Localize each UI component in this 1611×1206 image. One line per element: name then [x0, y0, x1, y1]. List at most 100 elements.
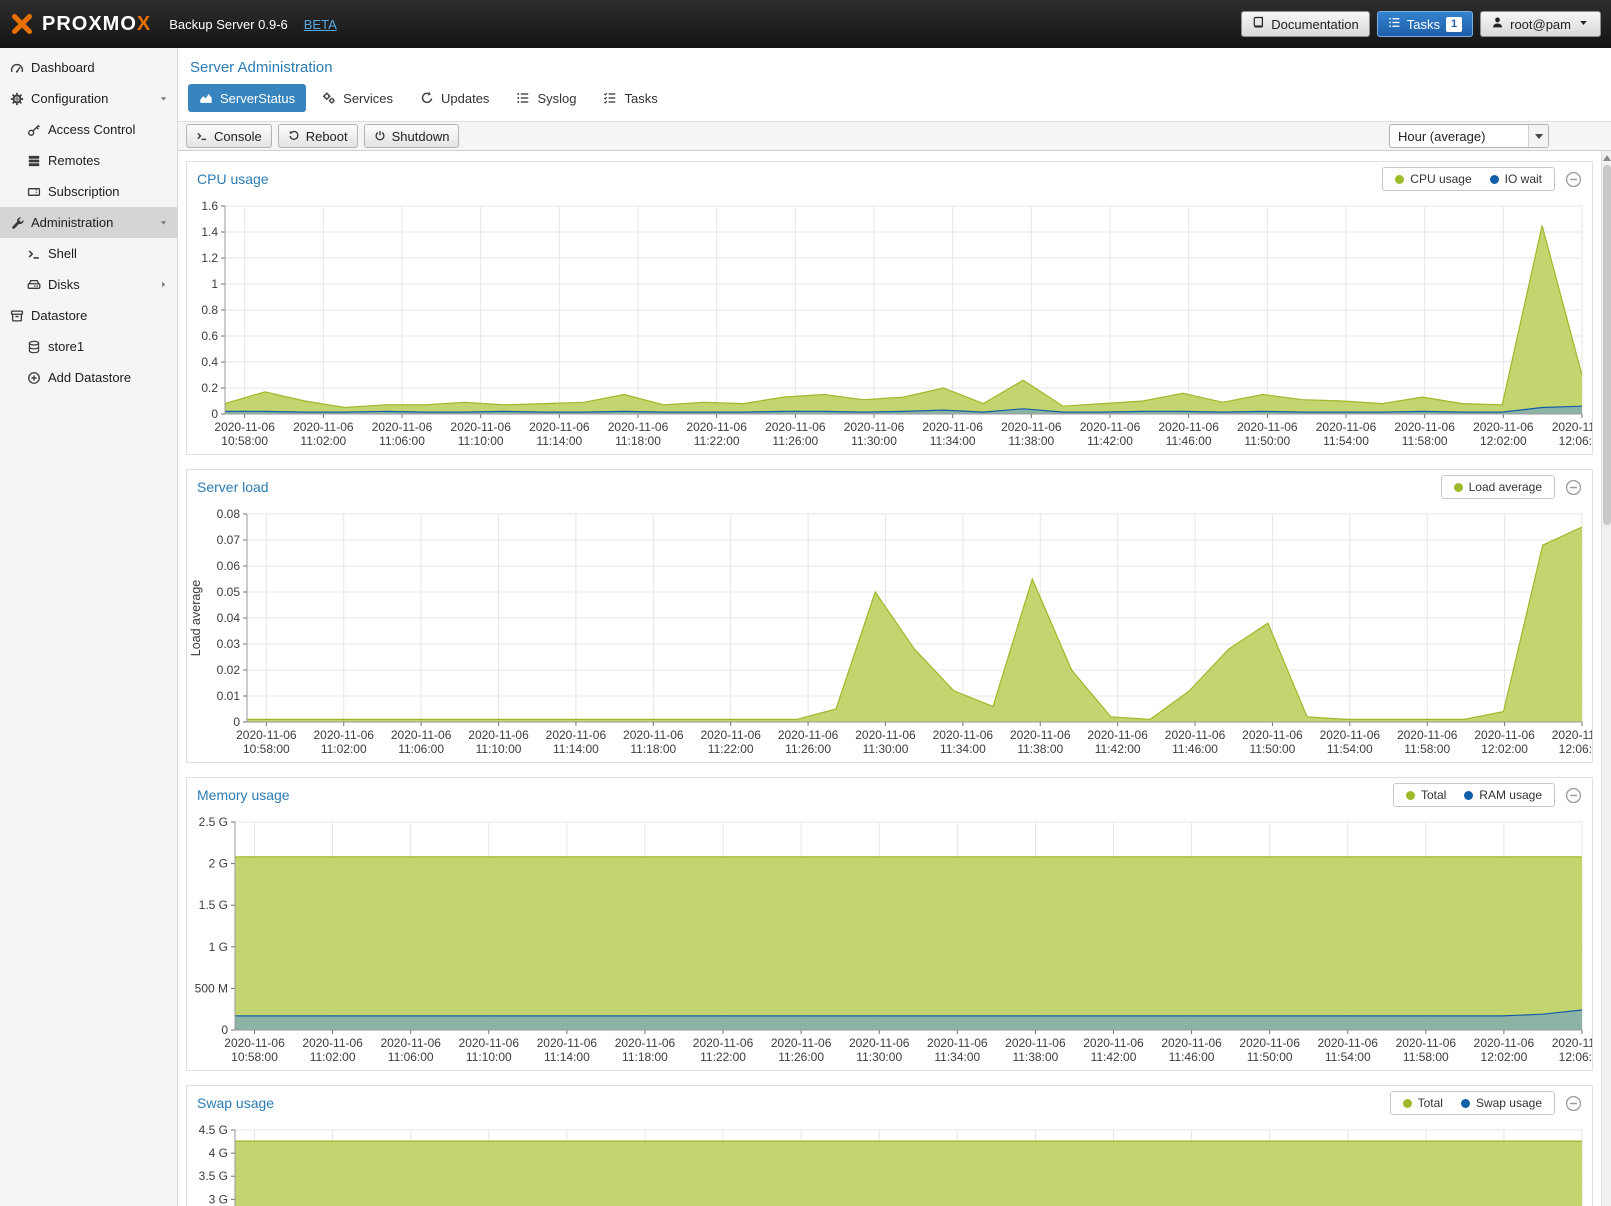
svg-text:0.03: 0.03 [217, 637, 241, 651]
sidebar-item-access-control[interactable]: Access Control [0, 114, 177, 145]
beta-link[interactable]: BETA [303, 16, 337, 32]
svg-text:11:34:00: 11:34:00 [930, 434, 976, 448]
svg-text:2020-11-06: 2020-11-06 [537, 1036, 598, 1050]
legend-dot-icon [1453, 482, 1463, 492]
svg-text:3.5 G: 3.5 G [199, 1169, 228, 1183]
console-label: Console [214, 128, 262, 144]
collapse-panel-icon[interactable] [1565, 171, 1582, 188]
svg-text:10:58:00: 10:58:00 [231, 1050, 278, 1064]
legend-item-load-average: Load average [1453, 480, 1542, 494]
shutdown-button[interactable]: Shutdown [363, 124, 460, 148]
svg-text:2020-11-06: 2020-11-06 [214, 420, 275, 434]
svg-text:11:06:00: 11:06:00 [398, 742, 444, 756]
sidebar-item-configuration[interactable]: Configuration [0, 83, 177, 114]
svg-text:500 M: 500 M [195, 981, 228, 995]
console-button[interactable]: Console [186, 124, 272, 148]
svg-text:11:22:00: 11:22:00 [708, 742, 754, 756]
svg-text:0.2: 0.2 [201, 381, 218, 395]
svg-text:2020-11-06: 2020-11-06 [529, 420, 590, 434]
sidebar-item-datastore[interactable]: Datastore [0, 300, 177, 331]
svg-text:2020-11-06: 2020-11-06 [372, 420, 433, 434]
svg-text:12:06:00: 12:06:00 [1559, 1050, 1592, 1064]
tab-services[interactable]: Services [311, 84, 404, 112]
sidebar-item-label: Remotes [48, 153, 101, 168]
svg-text:2020-11-06: 2020-11-06 [1087, 728, 1148, 742]
sidebar-item-subscription[interactable]: Subscription [0, 176, 177, 207]
sidebar-item-dashboard[interactable]: Dashboard [0, 52, 177, 83]
svg-text:2020-11-06: 2020-11-06 [922, 420, 983, 434]
brand: PROXMOX Backup Server 0.9-6 BETA [10, 12, 337, 36]
tab-tasks[interactable]: Tasks [592, 84, 668, 112]
scroll-up-icon[interactable] [1603, 155, 1611, 161]
svg-text:0.06: 0.06 [217, 559, 241, 573]
list-check-icon [603, 91, 617, 105]
svg-text:0.05: 0.05 [217, 585, 241, 599]
svg-text:11:46:00: 11:46:00 [1172, 742, 1218, 756]
server-load-panel: Server load Load average 0 0.01 0.02 0.03 0.04… [186, 469, 1601, 763]
legend-item-cpu-usage: CPU usage [1395, 172, 1472, 186]
tab-label: Services [343, 90, 394, 106]
legend-label: IO wait [1504, 172, 1542, 186]
svg-text:1.5 G: 1.5 G [199, 898, 228, 912]
collapse-panel-icon[interactable] [1565, 479, 1582, 496]
svg-text:10:58:00: 10:58:00 [243, 742, 290, 756]
svg-text:2020-11-06: 2020-11-06 [1005, 1036, 1066, 1050]
user-icon [1491, 16, 1504, 32]
server-load-panel-header: Server load Load average [187, 470, 1592, 504]
timeframe-select[interactable]: Hour (average) [1389, 124, 1549, 148]
svg-text:2020-11-06: 2020-11-06 [1396, 1036, 1457, 1050]
tab-syslog[interactable]: Syslog [505, 84, 587, 112]
svg-text:0: 0 [233, 715, 240, 729]
panel-title: Memory usage [197, 787, 290, 803]
svg-text:11:34:00: 11:34:00 [934, 1050, 980, 1064]
legend-item-ram-usage: RAM usage [1464, 788, 1542, 802]
svg-text:11:58:00: 11:58:00 [1403, 1050, 1449, 1064]
user-menu-button[interactable]: root@pam [1480, 11, 1601, 37]
collapse-panel-icon[interactable] [1565, 787, 1582, 804]
sidebar-item-add-datastore[interactable]: Add Datastore [0, 362, 177, 393]
brand-name: PROXMOX [42, 13, 151, 36]
reboot-button[interactable]: Reboot [277, 124, 358, 148]
sidebar-item-label: Disks [48, 277, 80, 292]
svg-text:11:22:00: 11:22:00 [700, 1050, 746, 1064]
sidebar-item-label: Datastore [31, 308, 88, 323]
svg-text:0.4: 0.4 [201, 355, 218, 369]
tab-updates[interactable]: Updates [409, 84, 500, 112]
svg-text:2020-11-06: 2020-11-06 [1242, 728, 1303, 742]
key-icon [27, 123, 41, 137]
sidebar-item-shell[interactable]: Shell [0, 238, 177, 269]
collapse-panel-icon[interactable] [1565, 1095, 1582, 1112]
tasks-button[interactable]: Tasks 1 [1376, 11, 1474, 37]
sidebar-item-store1[interactable]: store1 [0, 331, 177, 362]
chevron-down-icon [1577, 16, 1590, 32]
sidebar-item-disks[interactable]: Disks [0, 269, 177, 300]
svg-text:2020-11-06: 2020-11-06 [700, 728, 761, 742]
svg-text:4 G: 4 G [209, 1146, 228, 1160]
power-icon [374, 130, 386, 142]
svg-text:0.01: 0.01 [217, 689, 241, 703]
svg-text:11:30:00: 11:30:00 [856, 1050, 902, 1064]
svg-text:2020-11-06: 2020-11-06 [1474, 728, 1535, 742]
sidebar-item-administration[interactable]: Administration [0, 207, 177, 238]
legend-dot-icon [1395, 174, 1405, 184]
legend-item-total: Total [1405, 788, 1446, 802]
scrollbar-thumb[interactable] [1603, 165, 1611, 525]
server-load-chart: 0 0.01 0.02 0.03 0.04 0.05 0.06 0.07 0.08 2020-11… [187, 504, 1601, 762]
svg-text:4.5 G: 4.5 G [199, 1123, 228, 1137]
vertical-scrollbar[interactable] [1601, 151, 1611, 1206]
toolbar: Console Reboot Shutdown Hour (average) [178, 121, 1611, 151]
tab-serverstatus[interactable]: ServerStatus [188, 84, 307, 112]
legend-label: CPU usage [1410, 172, 1472, 186]
chart-legend: CPU usage IO wait [1382, 167, 1555, 191]
svg-text:2020-11-06: 2020-11-06 [1552, 420, 1592, 434]
tab-label: Syslog [537, 90, 577, 106]
svg-text:1.2: 1.2 [201, 251, 218, 265]
server-stack-icon [27, 154, 41, 168]
documentation-button[interactable]: Documentation [1241, 11, 1370, 37]
sidebar-item-remotes[interactable]: Remotes [0, 145, 177, 176]
svg-text:2020-11-06: 2020-11-06 [855, 728, 916, 742]
legend-label: RAM usage [1479, 788, 1542, 802]
reboot-icon [288, 130, 300, 142]
proxmox-logo-icon [10, 12, 34, 36]
